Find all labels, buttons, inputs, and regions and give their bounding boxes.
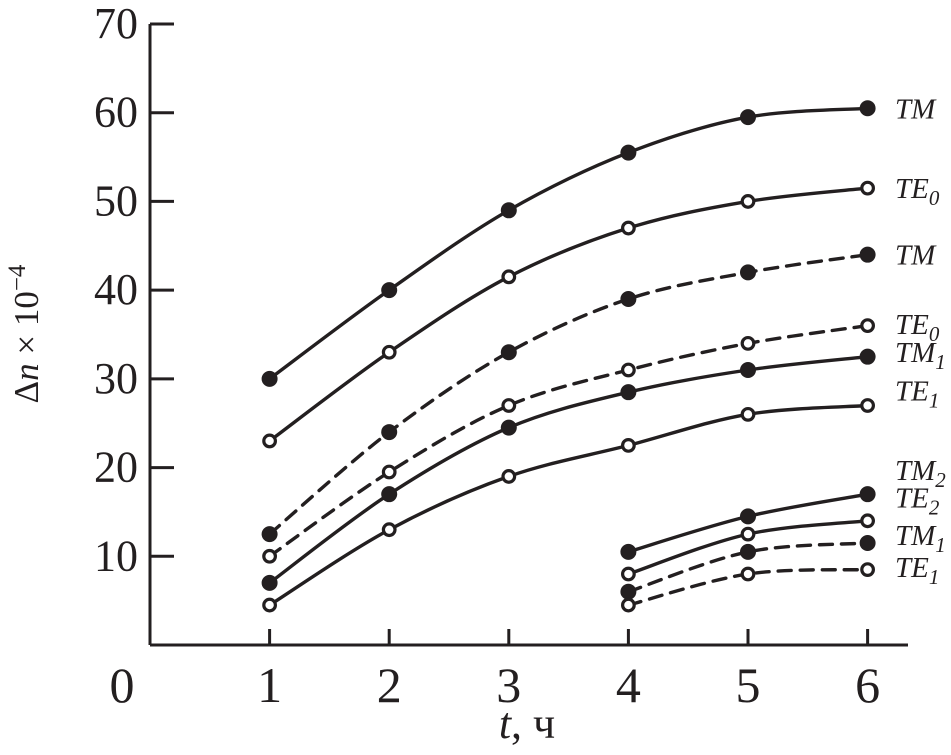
y-tick-label: 40 xyxy=(94,265,138,314)
data-point-filled-tm1-dashed xyxy=(859,534,876,551)
data-point-filled-tm1-solid xyxy=(620,384,637,401)
data-point-filled-tm-solid xyxy=(500,202,517,219)
series-label-tm-solid: TM xyxy=(895,93,937,125)
data-point-filled-tm1-solid xyxy=(859,348,876,365)
x-tick-label: 5 xyxy=(736,657,761,713)
data-point-open-te1-solid xyxy=(501,469,517,484)
series-label-te1-dashed: TE1 xyxy=(895,552,939,589)
series-label-te0-dashed: TE0 xyxy=(895,309,940,346)
series-label-tm1-solid: TM1 xyxy=(895,337,946,374)
data-point-open-te1-dashed xyxy=(621,597,636,613)
data-point-open-te0-dashed xyxy=(740,335,756,351)
y-tick-label: 30 xyxy=(94,354,138,403)
data-point-filled-tm1-solid xyxy=(500,419,517,436)
y-axis-title: Δn × 10−4 xyxy=(4,264,46,403)
x-tick-label: 0 xyxy=(110,657,135,713)
data-point-filled-tm1-dashed xyxy=(620,583,637,600)
data-point-filled-tm-solid xyxy=(261,370,278,387)
data-point-open-te0-solid xyxy=(740,194,756,209)
data-point-filled-tm-solid xyxy=(381,282,398,299)
data-point-filled-tm2-solid xyxy=(740,508,756,525)
series-label-te2-solid: TE2 xyxy=(895,483,940,520)
data-point-open-te0-solid xyxy=(262,433,278,449)
data-point-filled-tm1-solid xyxy=(381,486,398,503)
data-point-open-te1-solid xyxy=(740,406,756,422)
y-tick-label: 20 xyxy=(94,443,138,492)
data-point-open-te1-dashed xyxy=(860,562,875,577)
data-point-filled-tm-dashed xyxy=(500,344,517,361)
series-label-te0-solid: TE0 xyxy=(895,173,940,210)
data-point-open-te0-dashed xyxy=(501,398,517,413)
data-point-open-te1-solid xyxy=(381,522,397,538)
y-tick-label: 10 xyxy=(94,531,138,580)
y-tick-label: 70 xyxy=(94,0,138,48)
x-axis-title: t, ч xyxy=(499,699,555,748)
x-tick-label: 4 xyxy=(616,657,641,713)
data-point-filled-tm1-solid xyxy=(261,574,278,591)
data-point-filled-tm-dashed xyxy=(620,291,637,308)
data-point-open-te1-solid xyxy=(262,597,278,613)
y-tick-label: 60 xyxy=(94,88,138,137)
data-point-filled-tm-solid xyxy=(620,144,637,161)
data-point-filled-tm-solid xyxy=(859,100,876,117)
x-tick-label: 3 xyxy=(496,657,521,713)
data-point-open-te2-solid xyxy=(621,566,636,582)
data-point-open-te1-solid xyxy=(621,437,636,453)
data-point-open-te0-dashed xyxy=(262,548,278,564)
data-point-filled-tm1-dashed xyxy=(740,543,756,560)
data-point-open-te2-solid xyxy=(860,513,875,529)
data-point-open-te0-dashed xyxy=(621,362,636,378)
data-point-filled-tm2-solid xyxy=(620,543,637,560)
data-point-filled-tm-solid xyxy=(740,109,756,126)
data-point-open-te1-dashed xyxy=(740,566,756,582)
series-label-tm-dashed: TM xyxy=(895,240,937,272)
data-point-open-te1-solid xyxy=(860,398,875,413)
x-tick-label: 2 xyxy=(377,657,402,713)
data-point-open-te0-solid xyxy=(381,344,397,360)
series-label-tm1-dashed: TM1 xyxy=(895,520,946,557)
x-tick-label: 1 xyxy=(257,657,282,713)
data-point-filled-tm-dashed xyxy=(261,526,278,543)
data-point-open-te0-solid xyxy=(501,269,517,285)
data-point-open-te2-solid xyxy=(740,526,756,542)
series-line-tm1-dashed xyxy=(626,541,870,594)
data-point-filled-tm-dashed xyxy=(740,264,756,281)
series-label-te1-solid: TE1 xyxy=(895,375,939,412)
data-point-filled-tm1-solid xyxy=(740,361,756,378)
data-point-filled-tm-dashed xyxy=(859,246,876,263)
data-point-open-te0-solid xyxy=(621,220,636,236)
data-point-filled-tm-dashed xyxy=(381,424,398,441)
x-tick-label: 6 xyxy=(855,657,880,713)
data-point-open-te0-dashed xyxy=(381,464,397,480)
series-label-tm2-solid: TM2 xyxy=(895,455,946,492)
data-point-open-te0-dashed xyxy=(860,318,875,334)
data-point-filled-tm2-solid xyxy=(859,486,876,503)
y-tick-label: 50 xyxy=(94,176,138,225)
data-point-open-te0-solid xyxy=(860,180,875,196)
